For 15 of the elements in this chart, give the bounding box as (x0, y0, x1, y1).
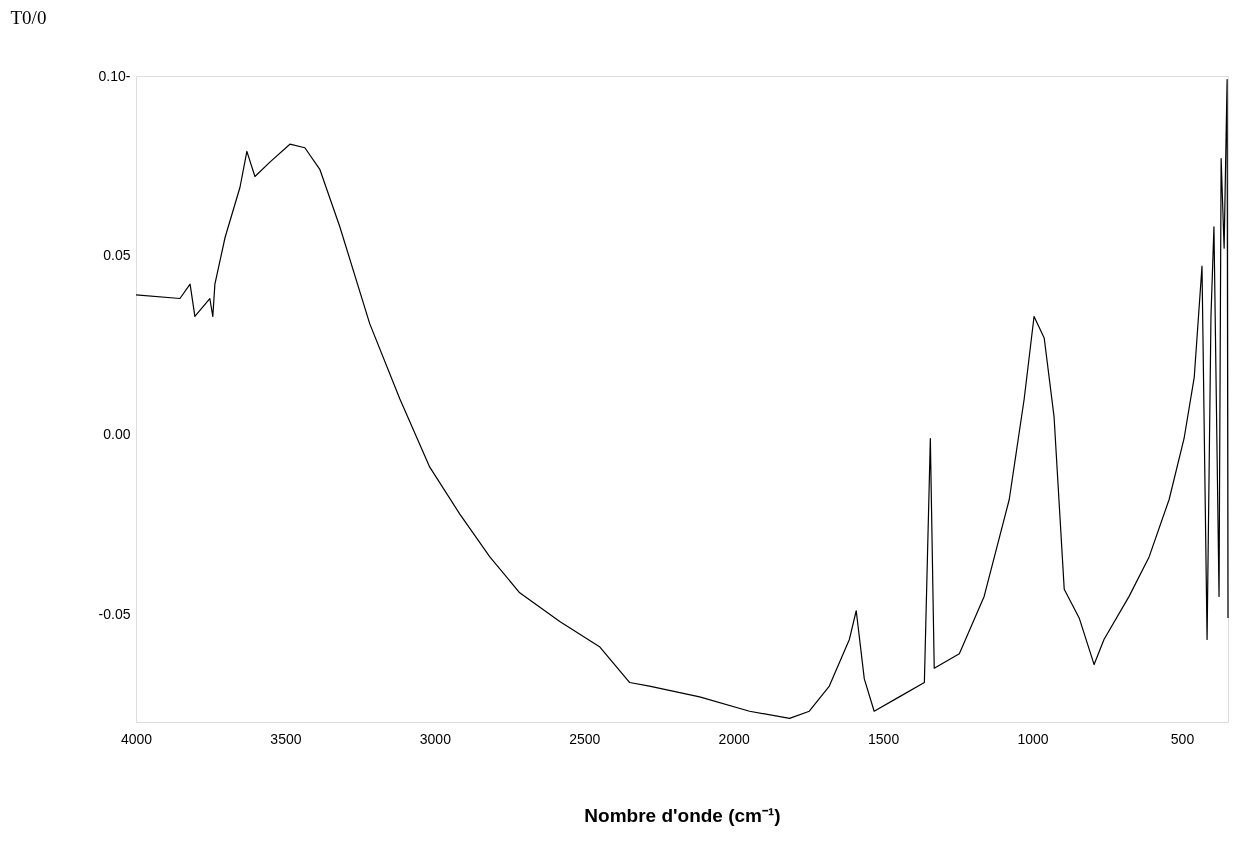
x-tick-label: 3500 (270, 730, 302, 747)
x-tick-label: 4000 (120, 730, 153, 747)
line-series (135, 78, 1229, 720)
x-tick-label: 2500 (569, 730, 601, 747)
x-tick-label: 1000 (1017, 730, 1049, 747)
y-tick-label: -0.05 (98, 605, 131, 622)
y-tick-label: 0.05 (103, 246, 131, 263)
y-tick-label: 0.00 (103, 426, 131, 443)
x-tick-label: 1500 (868, 730, 900, 747)
x-tick-label: 2000 (718, 730, 750, 747)
x-axis-title: Nombre d'onde (cm⁻¹) (584, 804, 781, 826)
x-tick-label: 3000 (419, 730, 452, 747)
y-tick-label: 0.10- (98, 67, 131, 84)
x-tick-label: 500 (1170, 730, 1195, 747)
y-axis-title: T0/0 (10, 6, 47, 28)
